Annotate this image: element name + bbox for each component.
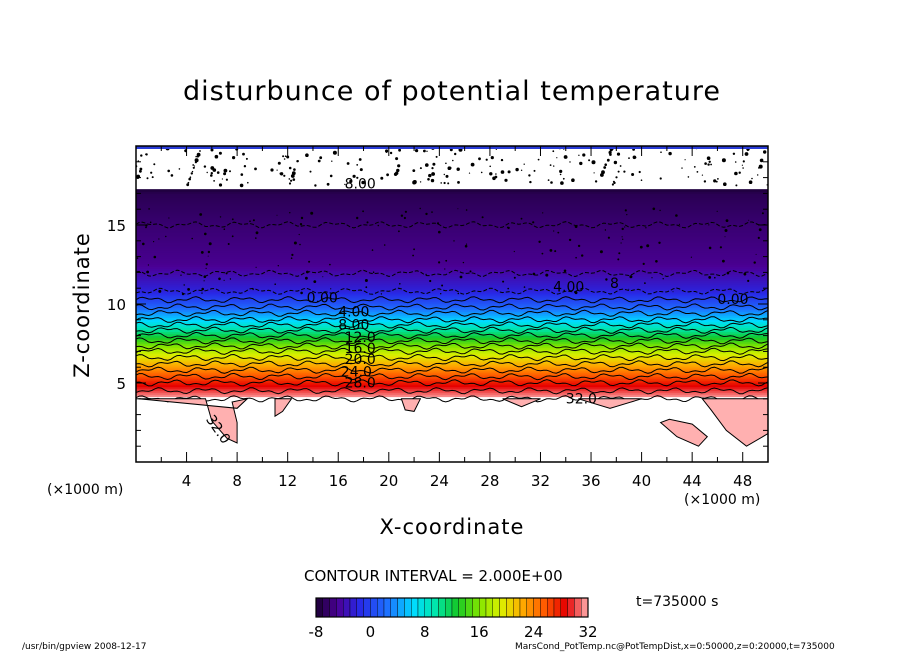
colorbar-tick-label: 16 xyxy=(470,623,489,641)
colorbar-cell xyxy=(431,597,439,618)
contour-label: 0.00 xyxy=(717,292,748,308)
contour-label: 8 xyxy=(610,276,619,292)
colorbar-cell xyxy=(411,597,419,618)
x-axis-label: X-coordinate xyxy=(0,515,904,539)
contour-label: 28.0 xyxy=(345,376,376,392)
colorbar-cell xyxy=(506,597,514,618)
colorbar-cell xyxy=(397,597,405,618)
contour-label: 16.0 xyxy=(345,341,376,357)
contour-label: 12.0 xyxy=(345,330,376,346)
colorbar-tick-label: 0 xyxy=(366,623,376,641)
footer-source: MarsCond_PotTemp.nc@PotTempDist,x=0:5000… xyxy=(515,642,835,652)
contour-features xyxy=(136,146,768,447)
colorbar-cell xyxy=(567,597,575,618)
colorbar-cell xyxy=(329,597,337,618)
colorbar-ticks: -8 0 8 16 24 32 xyxy=(309,623,598,641)
colorbar-cell xyxy=(424,597,432,618)
y-tick-label: 5 xyxy=(116,375,126,393)
contour-label: 20.0 xyxy=(345,352,376,368)
contour-label: 24.0 xyxy=(341,365,372,381)
colorbar-cell xyxy=(547,597,555,618)
colorbar-frame xyxy=(315,597,589,618)
contour-label: 4.00 xyxy=(338,305,369,321)
x-tick-label: 40 xyxy=(632,472,651,490)
colorbar-cell xyxy=(417,597,426,618)
colorbar-cells xyxy=(315,597,589,618)
time-label: t=735000 s xyxy=(636,594,719,610)
colorbar-cell xyxy=(526,597,534,618)
colorbar-cell xyxy=(322,597,330,618)
x-tick-label: 8 xyxy=(232,472,242,490)
colorbar-cell xyxy=(540,597,548,618)
y-tick-label: 15 xyxy=(107,217,126,235)
colorbar-cell xyxy=(315,597,324,618)
contour-bands xyxy=(136,189,768,462)
colorbar-cell xyxy=(383,597,392,618)
colorbar-cell xyxy=(349,597,358,618)
x-tick-label: 36 xyxy=(581,472,600,490)
x-tick-label: 28 xyxy=(480,472,499,490)
y-axis: 5 10 15 xyxy=(107,161,768,447)
x-tick-label: 4 xyxy=(182,472,192,490)
colorbar-tick-label: -8 xyxy=(309,623,324,641)
colorbar-cell xyxy=(451,597,460,618)
colorbar-cell xyxy=(581,597,589,618)
x-tick-label: 48 xyxy=(733,472,752,490)
contour-label: 8.00 xyxy=(345,177,376,193)
colorbar-cell xyxy=(438,597,446,618)
colorbar-cell xyxy=(492,597,500,618)
colorbar-tick-label: 8 xyxy=(420,623,430,641)
colorbar-tick-label: 24 xyxy=(524,623,543,641)
colorbar-cell xyxy=(458,597,466,618)
colorbar-cell xyxy=(370,597,378,618)
colorbar-cell xyxy=(574,597,582,618)
contour-labels: 8.004.000.00 0.004.008.0012.016.020.024.0… xyxy=(202,177,748,447)
contour-label: 0.00 xyxy=(307,290,338,306)
colorbar-cell xyxy=(343,597,351,618)
footer-command: /usr/bin/gpview 2008-12-17 xyxy=(22,642,147,652)
colorbar-cell xyxy=(519,597,528,618)
x-tick-label: 24 xyxy=(430,472,449,490)
colorbar-cell xyxy=(479,597,487,618)
colorbar-cell xyxy=(513,597,521,618)
x-axis-label-text: X-coordinate xyxy=(379,515,525,539)
colorbar-cell xyxy=(499,597,507,618)
x-tick-label: 12 xyxy=(278,472,297,490)
x-axis: 4 8 12 16 20 24 28 32 36 40 44 48 xyxy=(160,146,769,490)
chart-title: disturbunce of potential temperature xyxy=(183,76,721,107)
contour-interval: CONTOUR INTERVAL = 2.000E+00 xyxy=(304,567,563,585)
colorbar-cell xyxy=(390,597,398,618)
colorbar-cell xyxy=(377,597,385,618)
colorbar-cell xyxy=(553,597,562,618)
x-tick-label: 32 xyxy=(531,472,550,490)
contour-label: 8.00 xyxy=(338,317,369,333)
x-tick-label: 44 xyxy=(683,472,702,490)
x-tick-label: 20 xyxy=(379,472,398,490)
contour-label: 4.00 xyxy=(553,279,584,295)
colorbar-cell xyxy=(533,597,541,618)
colorbar-cell xyxy=(445,597,453,618)
y-axis-unit: (×1000 m) xyxy=(47,482,124,498)
x-tick-label: 16 xyxy=(329,472,348,490)
contour-label: 32.0 xyxy=(566,392,597,408)
colorbar-tick-label: 32 xyxy=(578,623,597,641)
colorbar-cell xyxy=(472,597,480,618)
colorbar-cell xyxy=(560,597,568,618)
y-tick-label: 10 xyxy=(107,296,126,314)
colorbar-cell xyxy=(336,597,344,618)
colorbar-cell xyxy=(404,597,412,618)
colorbar-cell xyxy=(485,597,494,618)
colorbar-cell xyxy=(363,597,371,618)
x-axis-unit: (×1000 m) xyxy=(684,492,761,508)
colorbar-cell xyxy=(356,597,364,618)
colorbar-cell xyxy=(465,597,473,618)
